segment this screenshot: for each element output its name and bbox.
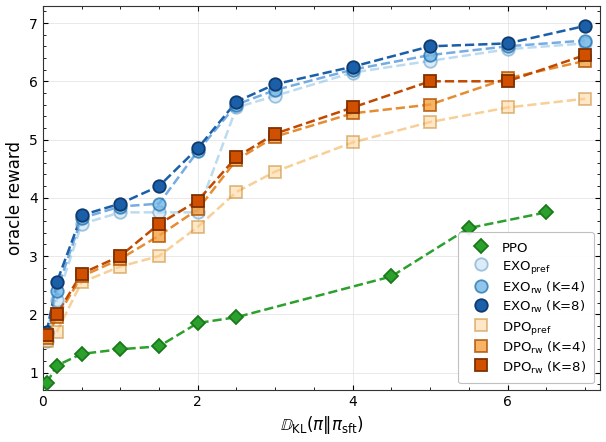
EXO$_{\mathrm{rw}}$ (K=4) xyxy=(43,332,50,337)
PPO xyxy=(542,210,550,215)
EXO$_{\mathrm{rw}}$ (K=4) xyxy=(53,288,61,293)
DPO$_{\mathrm{rw}}$ (K=8) xyxy=(53,312,61,317)
EXO$_{\mathrm{pref}}$ xyxy=(271,93,279,99)
DPO$_{\mathrm{rw}}$ (K=8) xyxy=(117,253,124,259)
DPO$_{\mathrm{pref}}$ xyxy=(349,140,356,145)
DPO$_{\mathrm{rw}}$ (K=8) xyxy=(271,131,279,137)
EXO$_{\mathrm{pref}}$ xyxy=(581,41,588,46)
PPO xyxy=(43,381,50,386)
EXO$_{\mathrm{rw}}$ (K=8) xyxy=(78,213,85,218)
EXO$_{\mathrm{pref}}$ xyxy=(53,297,61,302)
PPO xyxy=(155,344,162,349)
EXO$_{\mathrm{pref}}$ xyxy=(117,210,124,215)
DPO$_{\mathrm{rw}}$ (K=8) xyxy=(349,105,356,110)
PPO xyxy=(117,347,124,352)
EXO$_{\mathrm{pref}}$ xyxy=(427,58,434,64)
DPO$_{\mathrm{rw}}$ (K=8) xyxy=(78,271,85,276)
DPO$_{\mathrm{pref}}$ xyxy=(233,189,240,194)
DPO$_{\mathrm{pref}}$ xyxy=(78,280,85,285)
EXO$_{\mathrm{rw}}$ (K=8) xyxy=(427,44,434,49)
DPO$_{\mathrm{pref}}$ xyxy=(53,329,61,335)
Y-axis label: oracle reward: oracle reward xyxy=(5,141,24,255)
PPO xyxy=(78,351,85,357)
EXO$_{\mathrm{rw}}$ (K=4) xyxy=(78,216,85,221)
PPO xyxy=(194,320,201,326)
DPO$_{\mathrm{rw}}$ (K=8) xyxy=(155,221,162,227)
Line: PPO: PPO xyxy=(42,207,551,388)
Line: EXO$_{\mathrm{rw}}$ (K=8): EXO$_{\mathrm{rw}}$ (K=8) xyxy=(41,20,591,338)
DPO$_{\mathrm{rw}}$ (K=4) xyxy=(271,134,279,139)
DPO$_{\mathrm{rw}}$ (K=4) xyxy=(581,58,588,64)
EXO$_{\mathrm{rw}}$ (K=4) xyxy=(233,102,240,107)
EXO$_{\mathrm{rw}}$ (K=4) xyxy=(194,149,201,154)
EXO$_{\mathrm{rw}}$ (K=8) xyxy=(581,23,588,29)
EXO$_{\mathrm{pref}}$ xyxy=(504,46,511,52)
Line: DPO$_{\mathrm{pref}}$: DPO$_{\mathrm{pref}}$ xyxy=(41,92,591,347)
DPO$_{\mathrm{rw}}$ (K=8) xyxy=(581,53,588,58)
DPO$_{\mathrm{rw}}$ (K=4) xyxy=(117,256,124,262)
DPO$_{\mathrm{rw}}$ (K=4) xyxy=(53,315,61,320)
PPO xyxy=(53,363,61,368)
DPO$_{\mathrm{rw}}$ (K=4) xyxy=(427,102,434,107)
DPO$_{\mathrm{rw}}$ (K=8) xyxy=(194,198,201,203)
EXO$_{\mathrm{rw}}$ (K=8) xyxy=(194,145,201,151)
DPO$_{\mathrm{pref}}$ xyxy=(155,253,162,259)
EXO$_{\mathrm{rw}}$ (K=4) xyxy=(155,201,162,206)
Line: EXO$_{\mathrm{pref}}$: EXO$_{\mathrm{pref}}$ xyxy=(41,37,591,347)
Line: DPO$_{\mathrm{rw}}$ (K=4): DPO$_{\mathrm{rw}}$ (K=4) xyxy=(41,55,591,344)
DPO$_{\mathrm{rw}}$ (K=4) xyxy=(194,207,201,212)
DPO$_{\mathrm{rw}}$ (K=8) xyxy=(233,154,240,160)
DPO$_{\mathrm{rw}}$ (K=4) xyxy=(233,157,240,163)
EXO$_{\mathrm{pref}}$ xyxy=(43,338,50,343)
EXO$_{\mathrm{pref}}$ xyxy=(155,210,162,215)
EXO$_{\mathrm{pref}}$ xyxy=(349,70,356,75)
EXO$_{\mathrm{pref}}$ xyxy=(194,210,201,215)
PPO xyxy=(233,315,240,320)
DPO$_{\mathrm{rw}}$ (K=8) xyxy=(427,79,434,84)
EXO$_{\mathrm{rw}}$ (K=4) xyxy=(349,67,356,72)
DPO$_{\mathrm{pref}}$ xyxy=(117,264,124,269)
Line: EXO$_{\mathrm{rw}}$ (K=4): EXO$_{\mathrm{rw}}$ (K=4) xyxy=(41,34,591,341)
EXO$_{\mathrm{rw}}$ (K=8) xyxy=(43,329,50,335)
EXO$_{\mathrm{rw}}$ (K=4) xyxy=(427,53,434,58)
EXO$_{\mathrm{rw}}$ (K=4) xyxy=(581,38,588,43)
DPO$_{\mathrm{pref}}$ xyxy=(271,169,279,174)
X-axis label: $\mathbb{D}_{\mathrm{KL}}(\pi\|\pi_{\mathrm{sft}})$: $\mathbb{D}_{\mathrm{KL}}(\pi\|\pi_{\mat… xyxy=(280,415,364,436)
EXO$_{\mathrm{rw}}$ (K=8) xyxy=(233,99,240,104)
EXO$_{\mathrm{rw}}$ (K=8) xyxy=(271,81,279,87)
DPO$_{\mathrm{pref}}$ xyxy=(581,96,588,101)
PPO xyxy=(465,225,473,231)
EXO$_{\mathrm{rw}}$ (K=4) xyxy=(504,44,511,49)
DPO$_{\mathrm{rw}}$ (K=4) xyxy=(504,76,511,81)
Legend: PPO, EXO$_{\mathrm{pref}}$, EXO$_{\mathrm{rw}}$ (K=4), EXO$_{\mathrm{rw}}$ (K=8): PPO, EXO$_{\mathrm{pref}}$, EXO$_{\mathr… xyxy=(458,232,594,383)
EXO$_{\mathrm{rw}}$ (K=4) xyxy=(271,88,279,93)
DPO$_{\mathrm{rw}}$ (K=8) xyxy=(43,332,50,337)
EXO$_{\mathrm{rw}}$ (K=8) xyxy=(155,183,162,189)
DPO$_{\mathrm{pref}}$ xyxy=(427,119,434,125)
EXO$_{\mathrm{pref}}$ xyxy=(78,221,85,227)
PPO xyxy=(388,274,395,279)
DPO$_{\mathrm{rw}}$ (K=4) xyxy=(155,233,162,238)
EXO$_{\mathrm{rw}}$ (K=8) xyxy=(117,201,124,206)
DPO$_{\mathrm{rw}}$ (K=8) xyxy=(504,79,511,84)
EXO$_{\mathrm{rw}}$ (K=8) xyxy=(53,280,61,285)
EXO$_{\mathrm{pref}}$ xyxy=(233,105,240,110)
DPO$_{\mathrm{rw}}$ (K=4) xyxy=(349,110,356,116)
EXO$_{\mathrm{rw}}$ (K=8) xyxy=(504,41,511,46)
DPO$_{\mathrm{rw}}$ (K=4) xyxy=(78,274,85,279)
EXO$_{\mathrm{rw}}$ (K=8) xyxy=(349,64,356,69)
DPO$_{\mathrm{pref}}$ xyxy=(504,105,511,110)
EXO$_{\mathrm{rw}}$ (K=4) xyxy=(117,204,124,209)
Line: DPO$_{\mathrm{rw}}$ (K=8): DPO$_{\mathrm{rw}}$ (K=8) xyxy=(41,49,591,341)
DPO$_{\mathrm{rw}}$ (K=4) xyxy=(43,335,50,340)
DPO$_{\mathrm{pref}}$ xyxy=(194,224,201,229)
DPO$_{\mathrm{pref}}$ xyxy=(43,338,50,343)
